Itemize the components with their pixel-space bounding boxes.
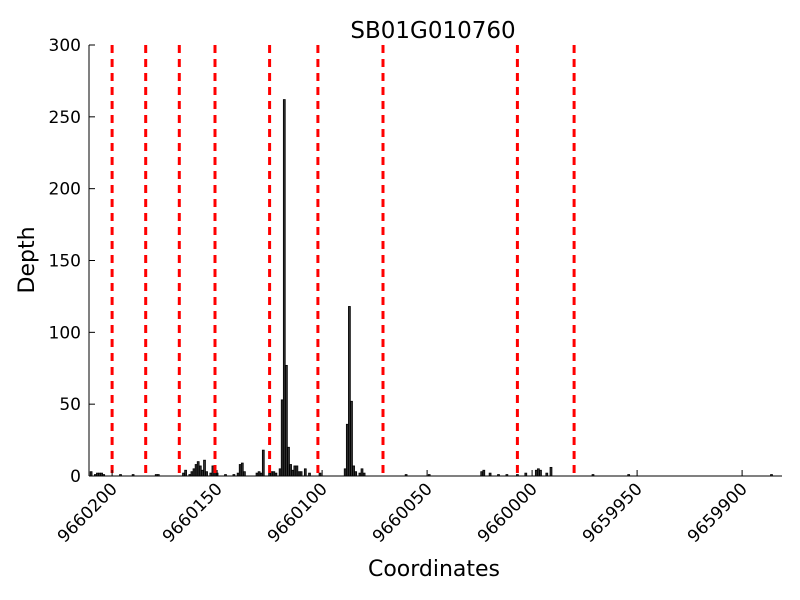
- x-tick-label: 9660050: [369, 479, 437, 547]
- bars-group: [89, 99, 773, 477]
- y-tick-label: 150: [49, 252, 81, 272]
- y-tick-label: 50: [59, 395, 81, 415]
- y-tick-label: 300: [49, 36, 81, 56]
- y-tick-label: 100: [49, 323, 81, 343]
- depth-bar: [282, 99, 286, 477]
- y-axis-title: Depth: [15, 226, 40, 293]
- depth-bar: [350, 400, 353, 477]
- depth-bar: [238, 464, 242, 477]
- depth-bar: [293, 465, 297, 477]
- depth-bar: [299, 471, 303, 477]
- depth-bar: [243, 471, 246, 477]
- depth-bar: [203, 459, 206, 477]
- x-tick-label: 9660000: [474, 479, 542, 547]
- y-tick-label: 250: [49, 108, 81, 128]
- depth-bar: [201, 469, 204, 477]
- exon-boundary-lines: [110, 45, 576, 476]
- depth-bar: [240, 462, 244, 477]
- depth-bar: [348, 306, 351, 477]
- depth-bar: [534, 469, 538, 477]
- depth-bar: [196, 461, 200, 477]
- x-tick-label: 9659900: [684, 479, 752, 547]
- depth-bar: [190, 471, 194, 477]
- depth-bar: [549, 466, 553, 477]
- depth-bar: [272, 471, 276, 477]
- y-tick-label: 0: [70, 467, 81, 487]
- depth-bar: [345, 423, 349, 477]
- depth-bar: [287, 446, 290, 477]
- depth-bar: [354, 471, 358, 477]
- depth-bar: [303, 468, 307, 477]
- depth-bar: [261, 449, 265, 477]
- depth-bar: [482, 469, 486, 477]
- depth-bar: [280, 399, 284, 477]
- depth-bar: [205, 471, 208, 477]
- chart-title: SB01G010760: [350, 18, 515, 44]
- depth-bar: [352, 465, 355, 477]
- depth-bar: [360, 468, 364, 477]
- depth-bar: [289, 464, 292, 477]
- depth-bar: [291, 469, 295, 477]
- depth-bar: [192, 468, 196, 477]
- y-tick-label: 200: [49, 180, 81, 200]
- x-tick-label: 9660100: [264, 479, 332, 547]
- axes: 0 50 100 150 200 250 300 9660200 9660150 9660100 9…: [49, 36, 782, 547]
- x-tick-label: 9660150: [159, 479, 227, 547]
- depth-bar: [89, 471, 93, 477]
- x-axis-title: Coordinates: [368, 557, 500, 582]
- depth-bar: [278, 468, 282, 477]
- depth-bar: [198, 465, 202, 477]
- depth-bar: [184, 469, 187, 477]
- x-tick-label: 9660200: [54, 479, 122, 547]
- depth-bar: [285, 364, 288, 477]
- depth-bar: [295, 465, 299, 477]
- depth-bar: [297, 471, 301, 477]
- x-tick-label: 9659950: [579, 479, 647, 547]
- depth-bar: [480, 471, 484, 477]
- depth-bar: [194, 464, 198, 477]
- depth-bar: [257, 471, 261, 477]
- depth-bar: [343, 468, 347, 477]
- depth-bar: [539, 469, 542, 477]
- depth-bar: [537, 468, 540, 477]
